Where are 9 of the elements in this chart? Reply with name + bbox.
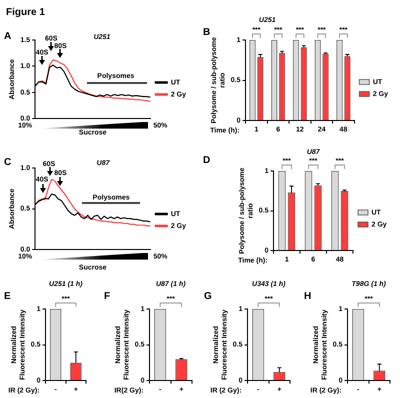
text: H [304,290,312,302]
caption: Figure 1 [6,6,46,18]
text: C [4,156,12,168]
text: G [204,290,212,302]
text: A [4,30,12,42]
text: B [203,26,210,38]
text: E [4,290,11,302]
text: F [104,290,110,302]
text: D [203,154,210,166]
